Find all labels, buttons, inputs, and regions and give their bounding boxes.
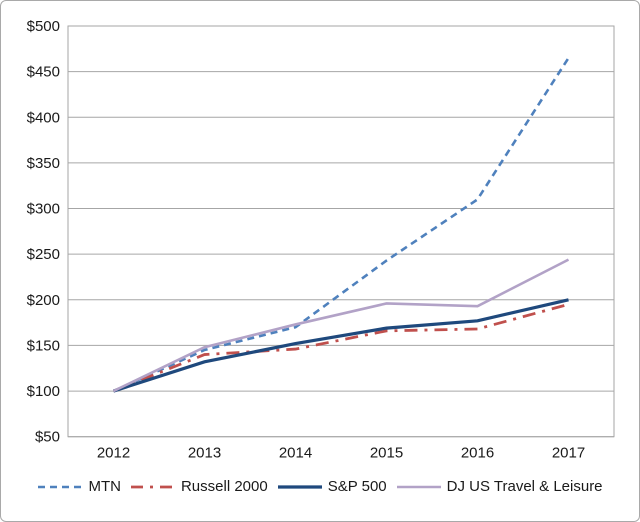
legend-label-sp500: S&P 500 bbox=[327, 478, 387, 495]
x-axis-tick-label: 2015 bbox=[370, 445, 403, 462]
series-line-1 bbox=[112, 303, 569, 393]
x-axis-tick-label: 2017 bbox=[552, 445, 585, 462]
y-axis-tick-label: $450 bbox=[27, 64, 60, 81]
legend-item-sp500: S&P 500 bbox=[277, 478, 387, 495]
series-line-3 bbox=[112, 258, 570, 393]
legend-item-dj-us-travel-leisure: DJ US Travel & Leisure bbox=[396, 478, 603, 495]
legend-line-sample-mtn bbox=[38, 485, 83, 488]
y-axis-tick-label: $100 bbox=[27, 383, 60, 400]
legend-line-sample-dj-us-travel-leisure bbox=[396, 485, 441, 488]
y-axis-tick-label: $350 bbox=[27, 155, 60, 172]
x-axis-tick-label: 2014 bbox=[279, 445, 312, 462]
x-axis-tick-label: 2012 bbox=[97, 445, 130, 462]
legend-item-mtn: MTN bbox=[37, 478, 121, 495]
legend-line-sample-sp500 bbox=[277, 484, 322, 489]
series-line-2 bbox=[113, 298, 569, 393]
x-axis-tick-label: 2013 bbox=[188, 445, 221, 462]
y-axis-tick-label: $300 bbox=[27, 201, 60, 218]
y-axis-tick-label: $400 bbox=[27, 109, 60, 126]
legend-label-dj-us-travel-leisure: DJ US Travel & Leisure bbox=[446, 478, 603, 495]
legend-item-russell-2000: Russell 2000 bbox=[130, 478, 268, 495]
y-axis-tick-label: $500 bbox=[27, 18, 60, 35]
y-axis-tick-label: $150 bbox=[27, 337, 60, 354]
y-axis-tick-label: $250 bbox=[27, 246, 60, 263]
y-axis-tick-label: $50 bbox=[35, 429, 60, 446]
legend-line-sample-russell-2000 bbox=[130, 485, 175, 488]
legend-label-russell-2000: Russell 2000 bbox=[180, 478, 268, 495]
chart-legend: MTN Russell 2000 S&P 500 DJ US Travel & … bbox=[1, 478, 639, 495]
y-axis-tick-label: $200 bbox=[27, 292, 60, 309]
series-line-0 bbox=[112, 57, 570, 393]
plot-border bbox=[67, 25, 615, 438]
x-axis-tick-label: 2016 bbox=[461, 445, 494, 462]
legend-label-mtn: MTN bbox=[88, 478, 121, 495]
